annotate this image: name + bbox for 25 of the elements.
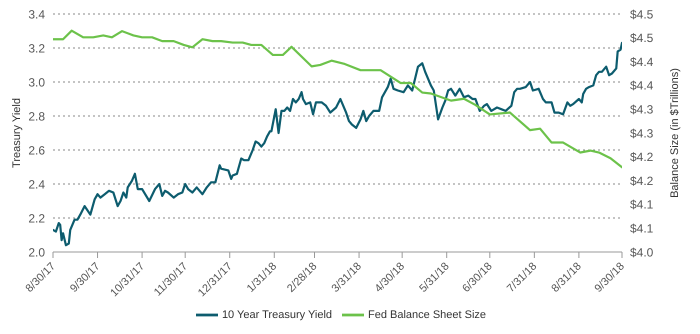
y2-axis-title: Balance Size (in $Trillions) (668, 68, 681, 198)
y2-tick-label: $4.2 (630, 150, 654, 164)
y-tick-label: 2.8 (28, 109, 46, 124)
line-series (53, 42, 622, 246)
y2-tick-label: $4.3 (630, 102, 654, 116)
line-series (53, 30, 622, 168)
y2-tick-label: $4.2 (630, 174, 654, 188)
y2-tick-label: $4.0 (630, 245, 654, 260)
y2-tick-label: $4.5 (630, 7, 654, 22)
y-axis-title: Treasury Yield (10, 98, 23, 168)
y2-tick-label: $4.4 (630, 54, 654, 69)
y-tick-label: 2.6 (28, 143, 46, 158)
y-tick-label: 2.4 (28, 177, 46, 192)
y-tick-label: 3.0 (28, 75, 46, 90)
y2-tick-label: $4.3 (630, 126, 654, 140)
y-tick-label: 3.2 (28, 41, 46, 56)
y-tick-label: 2.2 (28, 211, 46, 226)
legend-label: 10 Year Treasury Yield (222, 308, 332, 321)
y2-tick-label: $4.5 (630, 31, 654, 46)
y2-tick-label: $4.4 (630, 78, 654, 93)
y2-tick-label: $4.1 (630, 198, 654, 212)
legend-label: Fed Balance Sheet Size (368, 308, 486, 321)
y-tick-label: 2.0 (28, 245, 46, 260)
y2-tick-label: $4.1 (630, 221, 654, 236)
y-tick-label: 3.4 (28, 7, 46, 22)
